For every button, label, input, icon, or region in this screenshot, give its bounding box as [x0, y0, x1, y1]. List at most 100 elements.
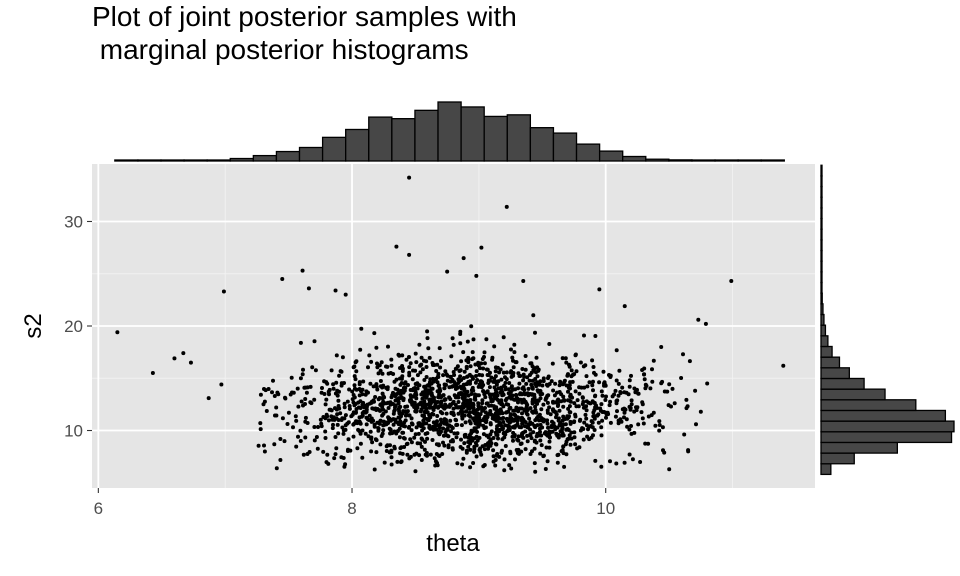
- s2-histogram-bar: [820, 239, 823, 252]
- scatter-point: [325, 452, 330, 457]
- scatter-point: [480, 401, 485, 406]
- scatter-point: [458, 374, 463, 379]
- scatter-point: [342, 401, 347, 406]
- scatter-point: [431, 424, 436, 429]
- scatter-point: [491, 448, 496, 453]
- scatter-point: [325, 381, 330, 386]
- scatter-point: [484, 367, 489, 372]
- scatter-point: [339, 383, 344, 388]
- scatter-point: [682, 432, 687, 437]
- scatter-point: [509, 369, 514, 374]
- s2-histogram-bar: [820, 452, 855, 465]
- scatter-point: [608, 375, 613, 379]
- scatter-point: [560, 433, 565, 438]
- scatter-point: [350, 397, 355, 402]
- scatter-point: [335, 412, 340, 417]
- theta-histogram-bar: [183, 159, 208, 162]
- scatter-point: [442, 386, 447, 391]
- scatter-point: [533, 425, 538, 430]
- scatter-point: [411, 368, 415, 373]
- scatter-point: [386, 406, 391, 410]
- scatter-point: [347, 406, 352, 411]
- scatter-point: [363, 431, 368, 436]
- scatter-point: [660, 425, 665, 430]
- scatter-point: [461, 350, 466, 355]
- scatter-point: [508, 390, 513, 394]
- scatter-point: [546, 374, 551, 379]
- scatter-point: [694, 422, 698, 427]
- scatter-point: [532, 409, 537, 414]
- scatter-point: [600, 418, 605, 423]
- scatter-point: [461, 405, 466, 410]
- scatter-point: [283, 396, 288, 401]
- scatter-point: [498, 390, 503, 395]
- scatter-point: [380, 391, 385, 396]
- scatter-point: [471, 401, 476, 406]
- scatter-point: [438, 430, 443, 435]
- scatter-point: [500, 448, 504, 453]
- scatter-point: [258, 392, 263, 397]
- scatter-point: [580, 426, 585, 431]
- scatter-point: [492, 417, 497, 421]
- theta-histogram-bar: [368, 116, 393, 162]
- scatter-point: [387, 450, 392, 455]
- scatter-point: [413, 390, 418, 395]
- scatter-point: [616, 381, 621, 386]
- scatter-point: [282, 439, 287, 444]
- scatter-point: [566, 389, 570, 394]
- scatter-point: [614, 348, 619, 353]
- scatter-point: [355, 446, 360, 451]
- scatter-point: [403, 424, 407, 429]
- scatter-point: [535, 431, 540, 436]
- scatter-point: [567, 362, 571, 367]
- scatter-point: [335, 388, 340, 393]
- scatter-point: [444, 420, 449, 425]
- scatter-point: [568, 410, 573, 415]
- theta-histogram-bar: [737, 159, 762, 162]
- scatter-point: [300, 372, 305, 377]
- theta-histogram-bar: [275, 150, 301, 162]
- scatter-point: [375, 361, 379, 366]
- scatter-point: [559, 392, 564, 397]
- scatter-point: [540, 425, 545, 430]
- theta-histogram-bar: [298, 146, 324, 162]
- scatter-point: [402, 385, 407, 390]
- scatter-point: [450, 438, 455, 442]
- scatter-point: [605, 410, 610, 415]
- scatter-point: [545, 421, 550, 426]
- scatter-point: [435, 414, 440, 418]
- scatter-point: [545, 459, 550, 464]
- scatter-point: [469, 324, 474, 329]
- scatter-point: [373, 395, 378, 399]
- scatter-point: [464, 409, 469, 414]
- scatter-point: [345, 399, 350, 404]
- scatter-point: [537, 412, 542, 417]
- theta-histogram-bar: [437, 101, 462, 162]
- scatter-point: [336, 431, 341, 436]
- scatter-point: [458, 329, 463, 334]
- scatter-point: [506, 418, 510, 423]
- scatter-point: [538, 451, 543, 456]
- scatter-point: [482, 447, 487, 452]
- scatter-point: [470, 438, 475, 443]
- scatter-point: [422, 378, 427, 382]
- scatter-point: [278, 458, 283, 462]
- scatter-point: [535, 380, 540, 385]
- scatter-point: [399, 459, 404, 464]
- scatter-point: [408, 393, 413, 398]
- theta-histogram-bar: [483, 115, 508, 162]
- scatter-point: [526, 386, 531, 391]
- scatter-point: [536, 368, 541, 373]
- scatter-point: [670, 386, 675, 391]
- scatter-point: [389, 455, 394, 460]
- scatter-point: [564, 439, 569, 444]
- scatter-point: [286, 410, 291, 415]
- scatter-point: [615, 409, 619, 414]
- scatter-point: [591, 433, 595, 438]
- scatter-point: [451, 342, 456, 347]
- scatter-point: [516, 386, 521, 391]
- scatter-point: [437, 425, 442, 430]
- scatter-point: [392, 446, 397, 451]
- scatter-point: [419, 355, 424, 360]
- scatter-point: [644, 383, 649, 388]
